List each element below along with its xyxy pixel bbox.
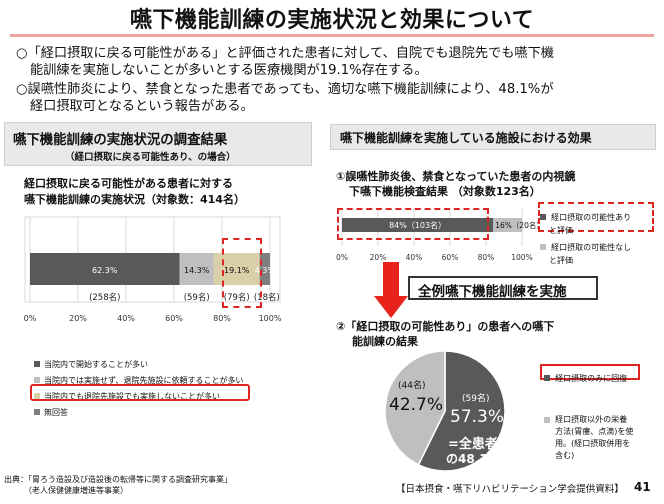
- left-bar-count-label: (59名): [184, 292, 210, 303]
- title-underline: [10, 34, 654, 37]
- left-bar-value-label: 62.3%: [92, 266, 118, 275]
- right-legend-1: 経口摂取の可能性あり と評価 経口摂取の可能性なし と評価: [540, 205, 632, 265]
- legend1-label-2: と評価: [549, 226, 573, 235]
- pie-count-2: (44名): [398, 381, 426, 391]
- left-chart-title-2: 嚥下機能訓練の実施状況（対象数：414名）: [24, 193, 245, 206]
- right-legend1-highlight: [538, 202, 654, 232]
- legend-swatch-not-possible: [540, 244, 546, 250]
- left-legend-swatch: [34, 361, 40, 367]
- right-sec1-line-1: ①誤嚥性肺炎後、禁食となっていた患者の内視鏡: [336, 170, 576, 183]
- pie-legend-label-1: 経口摂取のみに回復: [555, 374, 628, 383]
- right-source: 【日本摂食・嚥下リハビリテーション学会提供資料】: [396, 484, 624, 495]
- left-legend-item: 無回答: [34, 400, 314, 417]
- right-sec2-line-2: 能訓練の結果: [352, 335, 418, 348]
- legend1-label-1: 経口摂取の可能性あり: [551, 213, 632, 222]
- left-bar-segment: [179, 253, 214, 285]
- left-legend-label: 当院内でも退院先施設でも実施しないことが多い: [44, 392, 220, 401]
- pie-legend-item-2: 経口摂取以外の栄養 方法(胃瘻、点滴)を使 用。(経口摂取併用を 含む): [544, 414, 633, 462]
- right-bar-segment: [493, 218, 522, 232]
- pie-legend-label-2-line: 経口摂取以外の栄養: [555, 415, 628, 424]
- left-panel-subtitle: （経口摂取に戻る可能性あり、の場合）: [65, 152, 236, 163]
- left-legend: 当院内で開始することが多い当院内では実施せず、退院先施設に依頼することが多い 当院…: [34, 352, 314, 417]
- left-tick-label: 80%: [213, 314, 231, 323]
- right-bar-value-label: 16%（20名）: [495, 220, 538, 230]
- legend1-label-4: と評価: [549, 256, 573, 265]
- right-sec2-line-1: ②「経口摂取の可能性あり」の患者への嚥下: [336, 320, 555, 333]
- left-bar-value-label: 19.1%: [224, 266, 250, 275]
- left-legend-label: 無回答: [44, 408, 68, 417]
- pie-legend-label-2-line: 含む): [555, 451, 575, 460]
- pie-legend-swatch-2: [544, 417, 550, 423]
- left-legend-swatch: [34, 393, 40, 399]
- page-title: 嚥下機能訓練の実施状況と効果について: [129, 8, 535, 33]
- bullet-1-line-1: ○「経口摂取に戻る可能性がある」と評価された患者に対して、自院でも退院先でも嚥下…: [16, 46, 554, 61]
- right-panel-title: 嚥下機能訓練を実施している施設における効果: [340, 131, 592, 145]
- left-bar-count-label: (79名): [224, 292, 250, 303]
- left-tick-label: 100%: [259, 314, 282, 323]
- left-panel-header: 嚥下機能訓練の実施状況の調査結果 （経口摂取に戻る可能性あり、の場合）: [4, 122, 312, 166]
- left-chart-plot-area: [24, 216, 281, 303]
- pie-legend-label-2-line: 用。(経口摂取併用を: [555, 439, 631, 448]
- right-bar-value-label: 84%（103名）: [389, 220, 446, 230]
- left-bar-chart: 62.3% (258名) 14.3% (59名) 19.1% (79名) 4.3% (18名)…: [24, 216, 282, 323]
- right-tick-label: 40%: [406, 253, 423, 262]
- pie-label-1: 57.3%: [450, 407, 505, 427]
- legend-highlight-box: [30, 384, 250, 401]
- highlight-84-box: [337, 208, 489, 240]
- left-legend-label: 当院内では実施せず、退院先施設に依頼することが多い: [44, 376, 244, 385]
- bullet-2-line-2: 経口摂取可となるという報告がある。: [30, 99, 254, 114]
- right-bar-segment: [342, 218, 494, 232]
- left-legend-item: 当院内でも退院先施設でも実施しないことが多い: [34, 384, 314, 401]
- left-legend-item: 当院内で開始することが多い: [34, 352, 314, 369]
- page-number: 41: [634, 480, 651, 494]
- pie-chart: [384, 350, 506, 472]
- left-legend-item: 当院内では実施せず、退院先施設に依頼することが多い: [34, 368, 314, 385]
- left-tick-label: 20%: [69, 314, 87, 323]
- bullet-2-line-1: ○誤嚥性肺炎により、禁食となった患者であっても、適切な嚥下機能訓練により、48.…: [16, 82, 554, 97]
- pie-legend-item-1: 経口摂取のみに回復: [544, 366, 627, 385]
- left-bar-segment: [259, 253, 270, 285]
- left-legend-swatch: [34, 409, 40, 415]
- pie-annotation-1: =全患者: [448, 437, 498, 452]
- legend1-label-3: 経口摂取の可能性なし: [551, 243, 632, 252]
- legend-swatch-possible: [540, 214, 546, 220]
- left-bar-count-label: (18名): [254, 292, 280, 303]
- left-source-1: 出典：「胃ろう造設及び造設後の転帰等に関する調査研究事業」: [4, 475, 232, 484]
- left-bar-count-label: (258名): [89, 292, 120, 303]
- pie-legend-swatch-1: [544, 375, 550, 381]
- right-bar-chart: 84%（103名） 16%（20名） 0% 20% 40% 60% 80% 100%: [336, 208, 538, 262]
- left-legend-label: 当院内で開始することが多い: [44, 360, 148, 369]
- arrow-label: 全例嚥下機能訓練を実施: [418, 284, 567, 300]
- right-tick-label: 100%: [511, 253, 532, 262]
- left-source-2: （老人保健健康増進等事業）: [24, 486, 128, 495]
- pie-label-2: 42.7%: [389, 395, 444, 415]
- left-tick-label: 60%: [165, 314, 183, 323]
- left-bar-value-label: 4.3%: [255, 266, 276, 275]
- right-sec1-line-2: 下嚥下機能検査結果 （対象数123名）: [349, 185, 541, 198]
- right-tick-label: 60%: [442, 253, 459, 262]
- left-tick-label: 40%: [117, 314, 135, 323]
- right-tick-label: 20%: [370, 253, 387, 262]
- bullet-1-line-2: 能訓練を実施しないことが多いとする医療機関が19.1%存在する。: [30, 63, 428, 78]
- pie-annotation-2: の48.1%: [446, 452, 500, 466]
- down-arrow-icon: [374, 262, 408, 318]
- pie-slice: [384, 350, 446, 466]
- arrow-label-box: 全例嚥下機能訓練を実施: [408, 276, 598, 300]
- right-tick-label: 80%: [478, 253, 495, 262]
- pie-slice: [417, 350, 506, 472]
- right-panel-header: 嚥下機能訓練を実施している施設における効果: [330, 124, 656, 150]
- left-bar-value-label: 14.3%: [184, 266, 210, 275]
- left-legend-swatch: [34, 377, 40, 383]
- left-bar-segment: [30, 253, 180, 285]
- left-tick-label: 0%: [24, 314, 37, 323]
- left-chart-title-1: 経口摂取に戻る可能性がある患者に対する: [24, 177, 233, 190]
- left-panel-title: 嚥下機能訓練の実施状況の調査結果: [13, 133, 228, 148]
- pie-legend-highlight: [540, 364, 640, 380]
- pie-legend-label-2-line: 方法(胃瘻、点滴)を使: [555, 427, 634, 436]
- pie-count-1: (59名): [462, 394, 490, 404]
- left-bar-segment: [213, 253, 260, 285]
- highlight-19-1-box: [222, 238, 262, 308]
- right-tick-label: 0%: [336, 253, 348, 262]
